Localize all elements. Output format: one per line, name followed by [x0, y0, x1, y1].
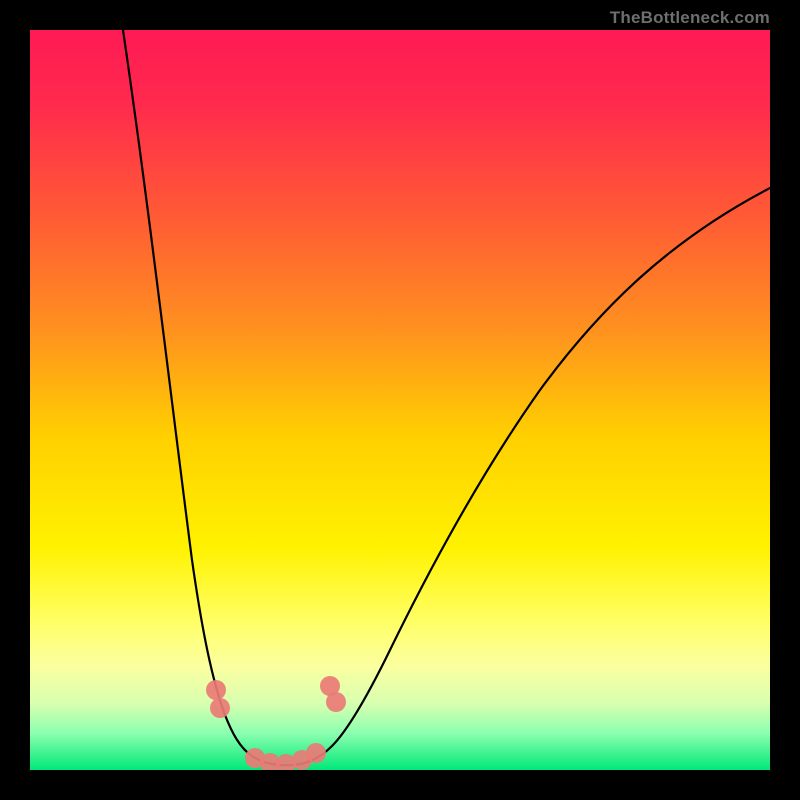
- marker-group: [206, 676, 346, 770]
- plot-area: [30, 30, 770, 770]
- bottleneck-curve: [123, 30, 770, 765]
- chart-frame: TheBottleneck.com: [0, 0, 800, 800]
- watermark-text: TheBottleneck.com: [610, 8, 770, 28]
- marker-dot: [326, 692, 346, 712]
- marker-dot: [210, 698, 230, 718]
- marker-dot: [306, 743, 326, 763]
- curve-layer: [30, 30, 770, 770]
- marker-dot: [206, 680, 226, 700]
